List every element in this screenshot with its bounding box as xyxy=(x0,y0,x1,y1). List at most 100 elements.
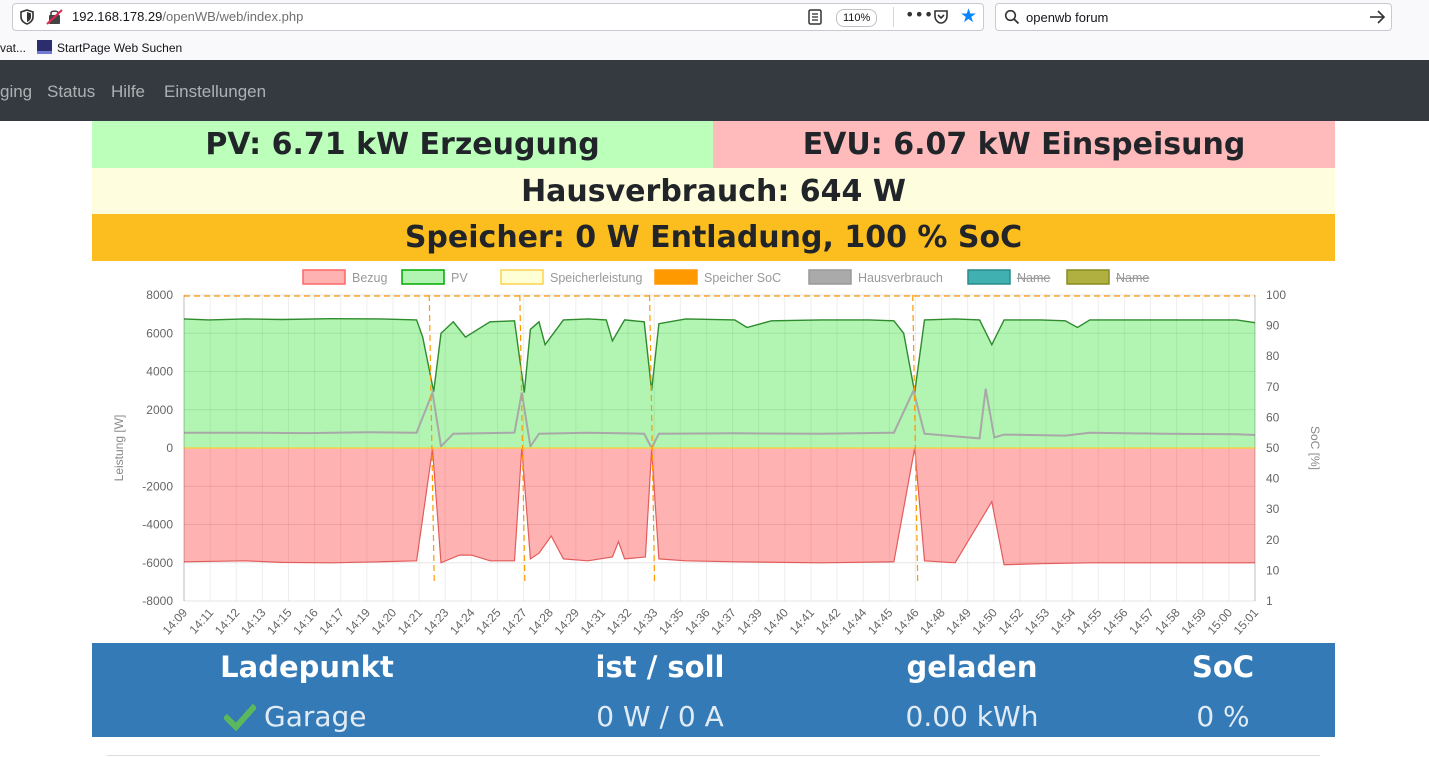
x-tick-label: 14:45 xyxy=(865,605,896,637)
x-tick-label: 14:56 xyxy=(1100,605,1131,637)
url-bar[interactable] xyxy=(12,3,984,31)
x-tick-label: 14:31 xyxy=(578,605,609,637)
x-tick-label: 14:23 xyxy=(421,605,452,637)
toolbar-divider xyxy=(893,7,894,27)
geladen-value: 0.00 kWh xyxy=(905,700,1039,733)
y2-tick-label: 50 xyxy=(1266,441,1280,455)
search-input[interactable]: openwb forum xyxy=(1026,10,1109,25)
header-ist-soll: ist / soll xyxy=(595,650,725,684)
page-actions-menu-icon[interactable]: ••• xyxy=(905,5,934,24)
x-tick-label: 14:24 xyxy=(447,605,478,637)
y-tick-label: 2000 xyxy=(146,403,173,417)
y2-tick-label: 100 xyxy=(1266,288,1286,302)
legend-label: Speicherleistung xyxy=(550,271,642,285)
search-bar[interactable] xyxy=(995,3,1392,31)
pv-area xyxy=(184,318,1255,448)
url-text[interactable]: 192.168.178.29/openWB/web/index.php xyxy=(72,9,303,24)
y2-tick-label: 10 xyxy=(1266,563,1280,577)
x-tick-label: 14:09 xyxy=(160,605,191,637)
x-tick-label: 14:32 xyxy=(604,605,635,637)
bookmark-star-icon[interactable]: ★ xyxy=(960,5,978,27)
bookmark-item[interactable]: StartPage Web Suchen xyxy=(57,41,183,55)
y-tick-label: 4000 xyxy=(146,365,173,379)
x-tick-label: 14:58 xyxy=(1152,605,1183,637)
bezug-line xyxy=(183,447,1255,566)
y-tick-label: 0 xyxy=(166,441,173,455)
x-tick-label: 14:39 xyxy=(734,605,765,637)
speicher-soc-line xyxy=(912,294,919,584)
insecure-lock-icon[interactable] xyxy=(46,9,64,25)
x-tick-label: 14:54 xyxy=(1048,605,1079,637)
nav-item-logging[interactable]: ging xyxy=(0,82,33,101)
url-path: /openWB/web/index.php xyxy=(162,9,304,24)
speicher-summary: Speicher: 0 W Entladung, 100 % SoC xyxy=(92,214,1335,261)
ladepunkt-name[interactable]: Garage xyxy=(264,700,367,733)
pocket-icon[interactable] xyxy=(933,9,949,25)
reader-view-icon[interactable] xyxy=(808,9,822,25)
arrow-right-icon[interactable] xyxy=(1368,8,1386,26)
url-host: 192.168.178.29 xyxy=(72,9,163,24)
legend-label: Hausverbrauch xyxy=(858,271,943,285)
legend-swatch xyxy=(500,269,544,285)
y2-tick-label: 40 xyxy=(1266,472,1280,486)
x-tick-label: 14:57 xyxy=(1126,605,1157,637)
x-tick-label: 14:55 xyxy=(1074,605,1105,637)
x-tick-label: 14:35 xyxy=(656,605,687,637)
x-tick-label: 14:48 xyxy=(917,605,948,637)
power-chart[interactable]: Bezug PV Speicherleistung Speicher SoC Hausv… xyxy=(92,262,1335,643)
y2-axis-label: SoC [%] xyxy=(1308,426,1322,470)
x-tick-label: 14:36 xyxy=(682,605,713,637)
nav-item-status[interactable]: Status xyxy=(47,82,96,101)
navbar xyxy=(0,60,1429,121)
x-tick-label: 14:44 xyxy=(839,605,870,637)
bookmark-item[interactable]: vat... xyxy=(0,41,27,55)
y-tick-label: -8000 xyxy=(142,594,173,608)
x-tick-label: 15:00 xyxy=(1205,605,1236,637)
x-tick-label: 14:12 xyxy=(212,605,243,637)
y2-tick-label: 60 xyxy=(1266,410,1280,424)
y2-tick-label: 80 xyxy=(1266,349,1280,363)
speicher-soc-line xyxy=(519,294,526,584)
y-tick-label: -6000 xyxy=(142,556,173,570)
x-tick-label: 14:46 xyxy=(891,605,922,637)
x-tick-label: 15:01 xyxy=(1231,605,1262,637)
x-tick-label: 14:27 xyxy=(499,605,530,637)
x-tick-label: 14:42 xyxy=(813,605,844,637)
ladepunkt-table xyxy=(92,643,1335,737)
header-soc: SoC xyxy=(1191,650,1255,684)
y2-tick-label: 90 xyxy=(1266,319,1280,333)
x-tick-label: 14:41 xyxy=(787,605,818,637)
shield-icon[interactable] xyxy=(20,9,34,25)
x-tick-label: 14:17 xyxy=(316,605,347,637)
hausverbrauch-line xyxy=(184,387,1256,451)
ist-soll-value: 0 W / 0 A xyxy=(596,700,724,733)
y-tick-label: 6000 xyxy=(146,326,173,340)
pv-summary: PV: 6.71 kW Erzeugung xyxy=(92,121,713,168)
bezug-area xyxy=(184,448,1255,565)
x-tick-label: 14:19 xyxy=(343,605,374,637)
legend-swatch xyxy=(302,269,346,285)
x-tick-label: 14:13 xyxy=(238,605,269,637)
x-tick-label: 14:16 xyxy=(290,605,321,637)
y2-tick-label: 1 xyxy=(1266,594,1273,608)
y-tick-label: -4000 xyxy=(142,518,173,532)
legend-swatch xyxy=(654,269,698,285)
nav-item-einstellungen[interactable]: Einstellungen xyxy=(164,82,267,101)
evu-summary: EVU: 6.07 kW Einspeisung xyxy=(713,121,1335,168)
nav-item-hilfe[interactable]: Hilfe xyxy=(111,82,146,101)
x-tick-label: 14:59 xyxy=(1178,605,1209,637)
legend-label: PV xyxy=(451,271,468,285)
x-tick-label: 14:52 xyxy=(996,605,1027,637)
legend-label: Speicher SoC xyxy=(704,271,781,285)
x-tick-label: 14:33 xyxy=(630,605,661,637)
pv-line xyxy=(183,317,1256,393)
y2-tick-label: 70 xyxy=(1266,380,1280,394)
hausverbrauch-summary: Hausverbrauch: 644 W xyxy=(92,168,1335,214)
legend-swatch xyxy=(967,269,1011,285)
zoom-level-button[interactable]: 110% xyxy=(836,9,878,27)
x-tick-label: 14:40 xyxy=(761,605,792,637)
x-tick-label: 14:11 xyxy=(186,605,216,636)
bookmarks-toolbar xyxy=(0,36,1429,60)
footer-divider xyxy=(107,755,1320,756)
y2-tick-label: 30 xyxy=(1266,502,1280,516)
